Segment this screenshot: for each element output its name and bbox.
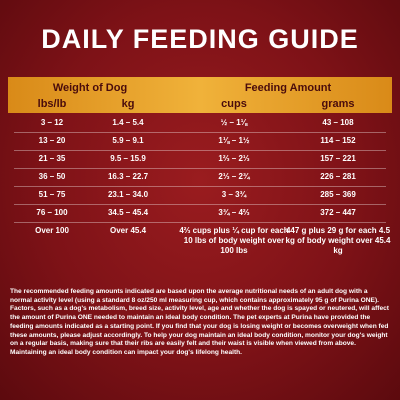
table-cell: 76 – 100: [36, 208, 68, 217]
table-cell: 16.3 – 22.7: [107, 172, 149, 181]
row-separator: [14, 150, 386, 151]
table-cell: 43 – 108: [322, 118, 354, 127]
column-header: cups: [221, 98, 247, 110]
table-cell: 447 g plus 29 g for each 4.5 kg of body …: [285, 226, 391, 255]
table-cell: 114 – 152: [320, 136, 356, 145]
header-band: [8, 77, 392, 113]
table-cell: 157 – 221: [320, 154, 356, 163]
column-header: kg: [121, 98, 135, 110]
table-cell: 23.1 – 34.0: [107, 190, 149, 199]
table-cell: 3 – 12: [40, 118, 64, 127]
table-cell: 4⅔ cups plus ¼ cup for each 10 lbs of bo…: [179, 226, 289, 255]
table-cell: 372 – 447: [320, 208, 356, 217]
table-cell: 285 – 369: [320, 190, 356, 199]
row-separator: [14, 186, 386, 187]
table-cell: 36 – 50: [38, 172, 66, 181]
table-cell: ½ – 1⅛: [220, 118, 248, 127]
table-cell: 1⅔ – 2⅓: [218, 154, 250, 163]
row-separator: [14, 132, 386, 133]
note: The recommended feeding amounts indicate…: [10, 288, 389, 356]
table-cell: 21 – 35: [38, 154, 66, 163]
table-cell: 2⅓ – 2¾: [218, 172, 250, 181]
table-cell: 3¾ – 4⅔: [218, 208, 250, 217]
group-header: Weight of Dog: [52, 82, 128, 94]
column-header: lbs/lb: [37, 98, 67, 110]
table-cell: 1⅛ – 1½: [218, 136, 250, 145]
table-cell: 34.5 – 45.4: [107, 208, 149, 217]
table-cell: 51 – 75: [38, 190, 66, 199]
table-cell: 5.9 – 9.1: [112, 136, 144, 145]
title: DAILY FEEDING GUIDE: [41, 24, 359, 54]
group-header: Feeding Amount: [244, 82, 332, 94]
column-header: grams: [321, 98, 355, 110]
table-cell: 3 – 3¾: [221, 190, 247, 199]
table-cell: Over 45.4: [109, 226, 147, 235]
row-separator: [14, 222, 386, 223]
table-cell: Over 100: [35, 226, 69, 235]
table-cell: 1.4 – 5.4: [112, 118, 144, 127]
table-cell: 9.5 – 15.9: [110, 154, 146, 163]
table-cell: 13 – 20: [38, 136, 66, 145]
row-separator: [14, 204, 386, 205]
row-separator: [14, 168, 386, 169]
table-cell: 226 – 281: [320, 172, 356, 181]
